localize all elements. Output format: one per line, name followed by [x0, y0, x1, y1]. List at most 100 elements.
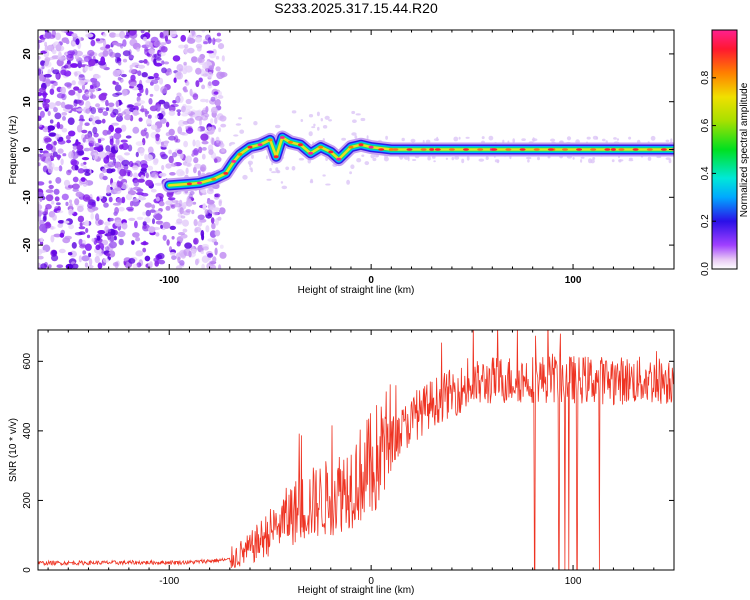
halo-speck: [385, 135, 388, 140]
noise-speck: [175, 265, 182, 269]
halo-speck: [650, 135, 656, 141]
noise-speck: [153, 72, 159, 78]
noise-speck: [168, 128, 175, 136]
noise-speck: [143, 36, 147, 42]
noise-speck: [221, 55, 225, 62]
y-tick-label: -10: [22, 190, 33, 205]
noise-speck: [155, 232, 160, 237]
signal-hotspot: [463, 148, 469, 151]
noise-speck: [53, 140, 57, 146]
halo-speck: [328, 119, 332, 122]
signal-hotspot: [632, 148, 639, 151]
noise-speck: [56, 264, 64, 269]
halo-speck: [228, 142, 232, 147]
noise-speck: [126, 104, 134, 109]
noise-speck: [118, 200, 123, 204]
noise-speck: [156, 210, 162, 214]
noise-speck: [202, 203, 207, 211]
noise-speck: [184, 89, 189, 93]
halo-speck: [433, 160, 436, 163]
halo-speck: [580, 159, 583, 163]
noise-speck: [60, 158, 64, 166]
noise-speck: [137, 178, 145, 183]
noise-speck: [158, 99, 166, 105]
noise-speck: [213, 211, 219, 216]
noise-speck: [108, 135, 113, 140]
noise-speck: [91, 206, 99, 211]
noise-speck: [200, 188, 207, 193]
noise-speck: [49, 119, 54, 124]
noise-speck: [55, 32, 61, 41]
noise-speck: [92, 119, 96, 126]
signal-hotspot: [298, 143, 303, 147]
noise-speck: [186, 162, 192, 168]
noise-speck: [38, 123, 43, 128]
noise-speck: [213, 91, 219, 95]
noise-speck: [155, 196, 160, 202]
noise-speck: [117, 230, 126, 238]
noise-speck: [124, 152, 130, 156]
noise-speck: [71, 242, 77, 249]
noise-speck: [172, 55, 181, 62]
noise-speck: [140, 129, 147, 137]
noise-speck: [125, 135, 132, 139]
colorbar-tick-label: 0.2: [700, 214, 711, 228]
signal-hotspot: [358, 143, 364, 147]
noise-speck: [195, 67, 202, 75]
noise-speck: [139, 87, 144, 94]
noise-speck: [95, 38, 101, 42]
signal-hotspot: [257, 143, 263, 147]
halo-speck: [412, 159, 417, 161]
noise-speck: [102, 175, 108, 181]
noise-speck: [194, 163, 202, 169]
noise-speck: [105, 99, 109, 107]
noise-speck: [219, 142, 225, 148]
signal-hotspot: [660, 148, 667, 151]
noise-speck: [131, 62, 140, 68]
noise-speck: [58, 165, 63, 172]
noise-speck: [57, 140, 66, 145]
noise-speck: [145, 209, 151, 217]
snr-x-ticks: -100 0 100: [47, 330, 675, 587]
noise-speck: [71, 33, 78, 38]
noise-speck: [45, 194, 54, 202]
colorbar-ticks: 0.0 0.2 0.4 0.6 0.8: [700, 70, 716, 276]
noise-speck: [55, 133, 60, 140]
halo-speck: [291, 110, 297, 114]
noise-speck: [121, 88, 128, 97]
signal-hotspot: [237, 152, 243, 156]
noise-speck: [202, 73, 209, 77]
noise-speck: [144, 202, 152, 208]
noise-speck: [112, 108, 119, 116]
halo-speck: [285, 166, 290, 171]
noise-speck: [40, 237, 44, 242]
noise-speck: [65, 135, 71, 140]
halo-speck: [532, 137, 535, 142]
noise-speck: [167, 197, 176, 201]
noise-speck: [112, 69, 121, 77]
signal-hotspot: [223, 172, 229, 175]
noise-speck: [122, 50, 131, 57]
noise-speck: [214, 116, 218, 125]
noise-speck: [160, 224, 164, 229]
noise-speck: [121, 222, 128, 230]
halo-speck: [502, 139, 505, 144]
noise-speck: [176, 64, 184, 72]
signal-hotspot: [392, 148, 399, 151]
noise-speck: [150, 188, 157, 193]
noise-speck: [174, 135, 179, 143]
signal-hotspot: [287, 140, 293, 144]
noise-speck: [164, 35, 168, 42]
noise-speck: [205, 99, 209, 103]
noise-speck: [45, 143, 53, 151]
noise-speck: [197, 57, 205, 63]
noise-speck: [118, 238, 124, 246]
noise-speck: [105, 44, 111, 49]
noise-speck: [88, 252, 92, 258]
signal-hotspot: [348, 145, 354, 149]
noise-speck: [43, 73, 52, 78]
noise-speck: [61, 112, 68, 116]
noise-speck: [216, 71, 225, 80]
noise-speck: [38, 87, 46, 93]
noise-speck: [211, 222, 216, 230]
